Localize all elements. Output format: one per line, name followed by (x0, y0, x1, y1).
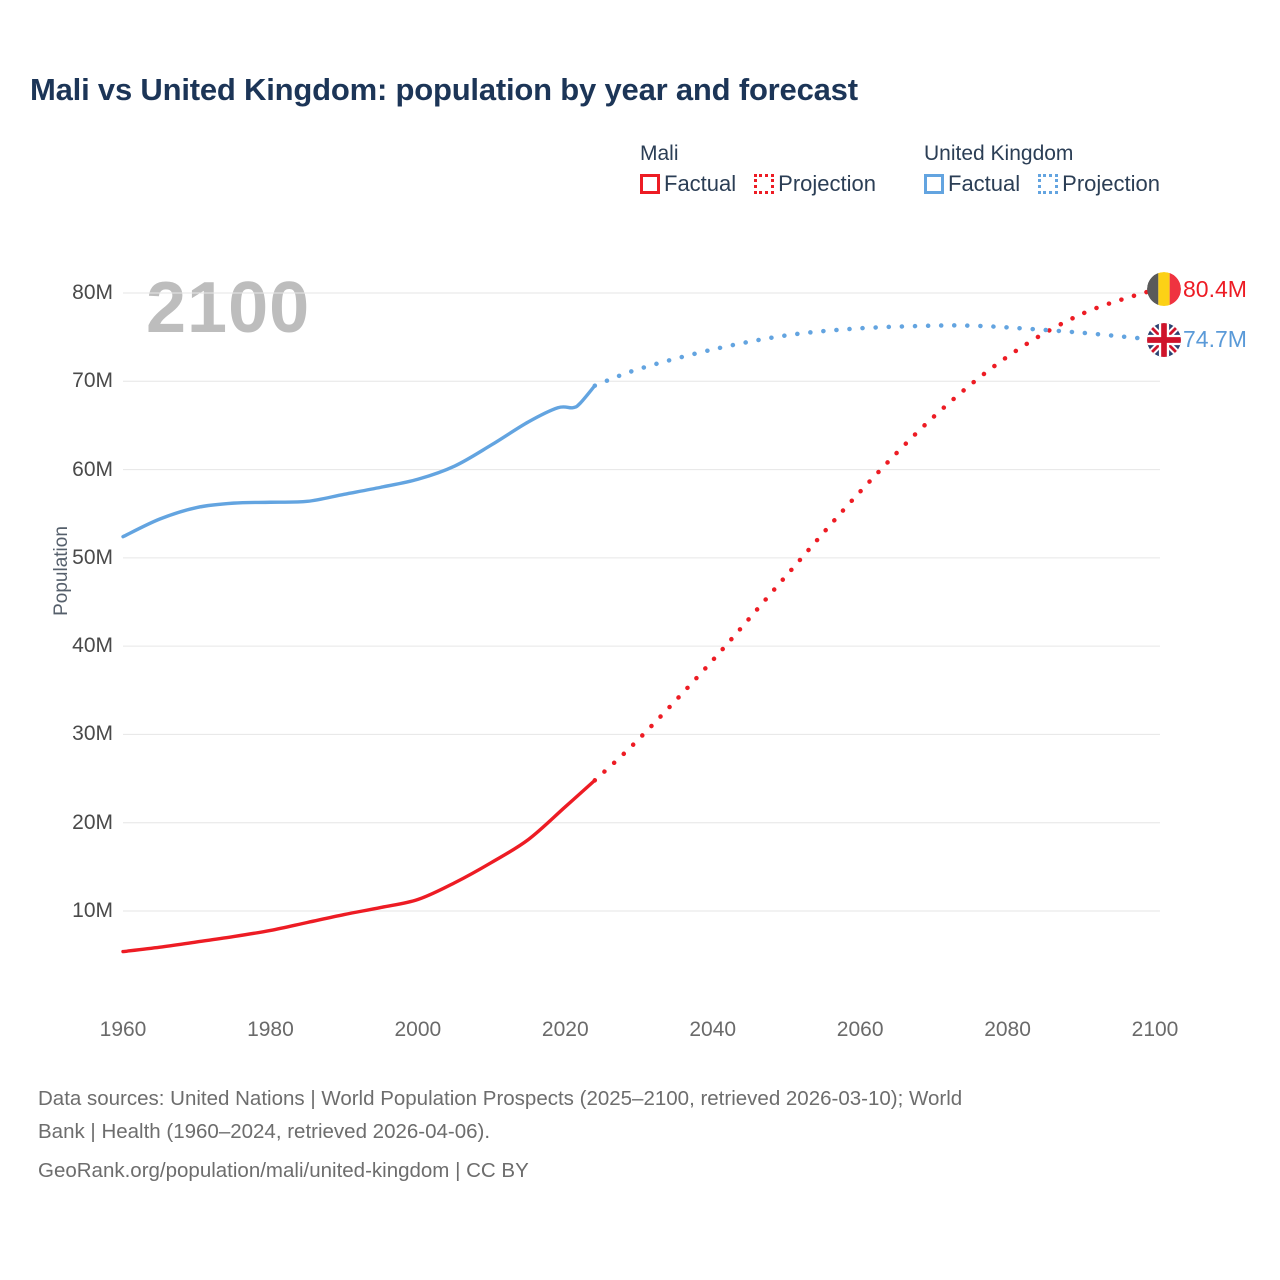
x-axis-tick-label: 2000 (394, 1018, 442, 1041)
y-axis-tick-label: 80M (72, 281, 113, 304)
mali-factual-line (121, 778, 597, 954)
legend-item-label: Projection (1062, 171, 1160, 196)
legend-item-mali-projection[interactable]: Projection (754, 172, 876, 196)
endpoint-value: 80.4M (1183, 275, 1247, 302)
legend-item-mali-factual[interactable]: Factual (640, 172, 736, 196)
legend-group-title: United Kingdom (924, 142, 1074, 165)
legend-swatch-solid-icon (924, 174, 944, 194)
y-axis-ticks: 10M 20M 30M 40M 50M 60M 70M 80M (0, 0, 113, 1280)
mali-projection-line (592, 287, 1158, 783)
legend-swatch-dotted-icon (1038, 174, 1059, 194)
legend-swatch-solid-icon (640, 174, 660, 194)
legend-group-mali: Mali Factual Projection (640, 142, 876, 196)
united-kingdom-projection-line (592, 323, 1158, 388)
legend-group-united-kingdom: United Kingdom Factual Projection (924, 142, 1160, 196)
x-axis-tick-label: 2040 (689, 1018, 737, 1041)
legend-item-label: Projection (778, 171, 876, 196)
x-axis-tick-label: 2020 (541, 1018, 589, 1041)
y-axis-tick-label: 70M (72, 369, 113, 393)
legend-item-label: Factual (948, 171, 1021, 196)
mali-flag-icon (1147, 272, 1181, 307)
legend-item-uk-projection[interactable]: Projection (1038, 172, 1160, 196)
legend-item-uk-factual[interactable]: Factual (924, 172, 1020, 196)
united-kingdom-flag-icon (1147, 322, 1181, 357)
legend-item-label: Factual (664, 171, 737, 196)
x-axis-tick-label: 2060 (836, 1018, 884, 1041)
chart-legend: Mali Factual Projection United Kingdom F… (640, 142, 1160, 196)
page-title: Mali vs United Kingdom: population by ye… (30, 72, 858, 107)
y-axis-tick-label: 20M (72, 810, 113, 834)
x-axis-tick-label: 2080 (984, 1018, 1031, 1041)
footer-data-sources-line1: Data sources: United Nations | World Pop… (38, 1087, 963, 1110)
uk-endpoint: 74.7M (1147, 322, 1247, 357)
united-kingdom-factual-line (121, 384, 597, 539)
x-axis-tick-label: 1960 (99, 1018, 147, 1041)
legend-swatch-dotted-icon (754, 174, 775, 194)
year-watermark: 2100 (146, 268, 311, 348)
legend-group-title: Mali (640, 142, 679, 165)
x-axis-tick-label: 2100 (1131, 1018, 1179, 1041)
footer-data-sources-line2: Bank | Health (1960–2024, retrieved 2026… (38, 1120, 491, 1143)
y-axis-tick-label: 50M (72, 545, 113, 569)
footer: Data sources: United Nations | World Pop… (38, 1082, 1238, 1187)
x-axis-tick-label: 1980 (247, 1018, 294, 1041)
endpoint-value: 74.7M (1183, 326, 1247, 353)
y-axis-tick-label: 60M (72, 457, 113, 481)
y-axis-tick-label: 40M (72, 634, 113, 658)
footer-attribution: GeoRank.org/population/mali/united-kingd… (38, 1159, 529, 1182)
mali-endpoint: 80.4M (1147, 272, 1247, 307)
y-axis-tick-label: 10M (72, 899, 113, 922)
y-axis-tick-label: 30M (72, 722, 113, 746)
